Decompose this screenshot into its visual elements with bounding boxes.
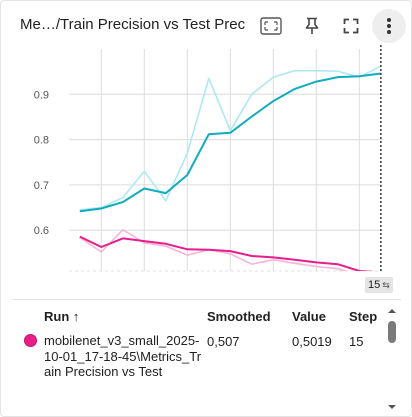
more-options-button[interactable] [372, 9, 406, 43]
table-scrollbar-thumb[interactable] [388, 321, 396, 343]
y-tick-label: 0.7 [34, 180, 49, 192]
card-header: Me…/Train Precision vs Test Precision [1, 1, 411, 49]
step-value: 15 [349, 334, 364, 349]
fit-domain-button[interactable] [254, 9, 288, 43]
series-line-train-raw [79, 65, 382, 211]
card-title: Me…/Train Precision vs Test Precision [20, 16, 246, 33]
column-header-run[interactable]: Run ↑ [44, 309, 80, 324]
y-tick-label: 0.9 [34, 89, 49, 101]
pin-icon [305, 17, 319, 34]
table-divider [13, 299, 401, 300]
fit-domain-icon [260, 17, 282, 35]
column-header-smoothed[interactable]: Smoothed [207, 309, 271, 324]
series-line-train-smoothed [79, 72, 381, 213]
run-color-swatch[interactable] [24, 334, 37, 347]
fullscreen-icon [343, 18, 359, 34]
column-header-value[interactable]: Value [292, 309, 326, 324]
y-tick-label: 0.6 [34, 225, 49, 237]
scroll-up-arrow-icon[interactable] [386, 305, 398, 317]
run-name: mobilenet_v3_small_2025-10-01_17-18-45\M… [44, 333, 202, 380]
y-tick-label: 0.8 [34, 135, 49, 147]
hover-step-label: 15 [368, 279, 381, 291]
precision-line-chart[interactable]: 0.60.70.80.92468101214 [1, 45, 412, 277]
swap-horiz-icon: ⇆ [382, 280, 390, 290]
pin-button[interactable] [295, 9, 329, 43]
scroll-down-arrow-icon[interactable] [386, 401, 398, 413]
column-header-step[interactable]: Step [349, 309, 378, 324]
series-line-test-raw [79, 229, 348, 271]
smoothed-value: 0,507 [207, 334, 240, 349]
fullscreen-button[interactable] [334, 9, 368, 43]
hover-step-indicator: 15 ⇆ [365, 277, 393, 293]
raw-value: 0,5019 [292, 334, 332, 349]
more-vert-icon [387, 18, 391, 34]
series-line-test-smoothed [79, 235, 375, 271]
